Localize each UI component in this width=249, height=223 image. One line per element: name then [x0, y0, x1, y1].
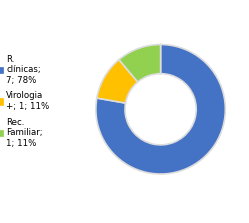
Wedge shape — [119, 45, 161, 82]
Legend: R.
clínicas;
7; 78%, Virologia
+; 1; 11%, Rec.
Familiar;
1; 11%: R. clínicas; 7; 78%, Virologia +; 1; 11%… — [0, 54, 50, 149]
Wedge shape — [96, 45, 225, 174]
Wedge shape — [97, 60, 138, 103]
